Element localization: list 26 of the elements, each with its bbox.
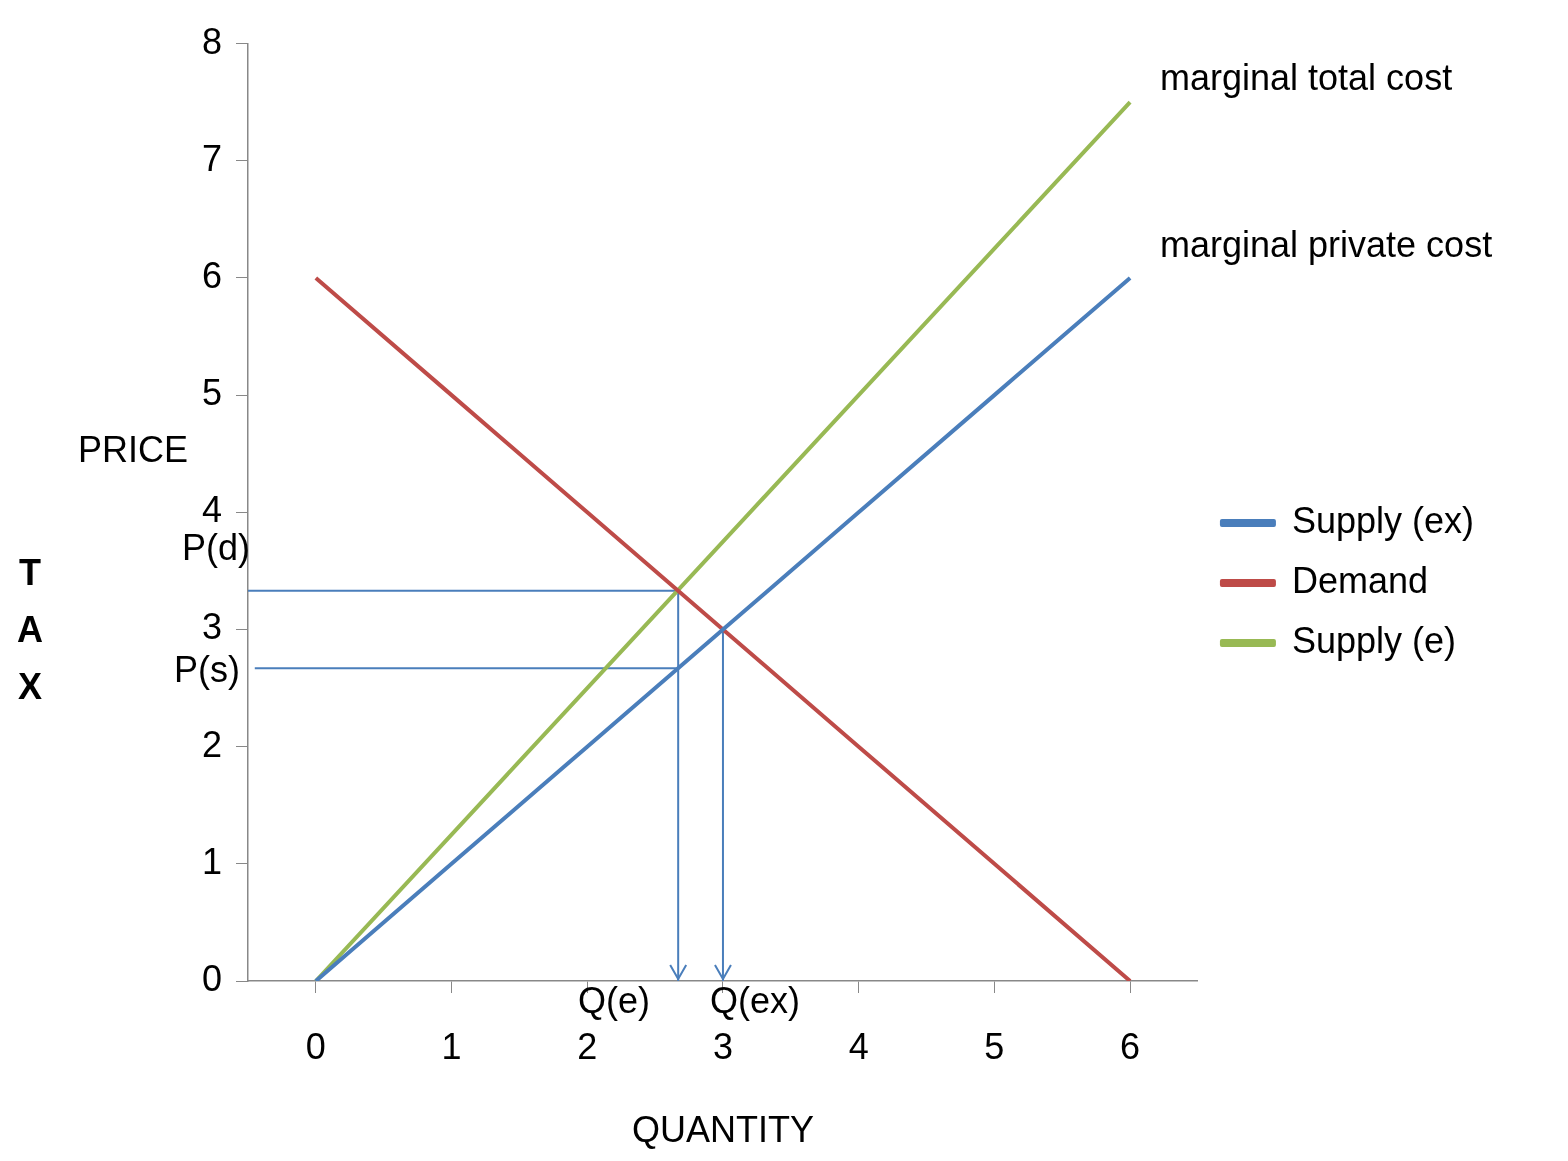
x-tick-label: 4 [848, 1025, 869, 1067]
y-tick-label: 6 [201, 254, 222, 296]
y-tick-label: 0 [201, 957, 222, 999]
y-tick-label: 3 [201, 606, 222, 648]
y-tick-label: 8 [201, 20, 222, 62]
annotation: marginal total cost [1160, 56, 1453, 98]
x-tick-label: 1 [441, 1025, 462, 1067]
y-tick-label: 1 [201, 840, 222, 882]
text: P(s) [174, 648, 240, 690]
x-tick-label: 0 [305, 1025, 326, 1067]
x-tick-label: 3 [712, 1025, 733, 1067]
y-tick-label: 2 [201, 723, 222, 765]
x-tick-label: 6 [1120, 1025, 1141, 1067]
x-axis-title: QUANTITY [631, 1109, 814, 1151]
y-tick-label: 5 [201, 372, 222, 414]
legend-label: Demand [1291, 559, 1428, 601]
annotation: marginal private cost [1160, 223, 1493, 265]
y-axis-title: PRICE [77, 429, 189, 471]
annotation: Q(e) [578, 979, 650, 1021]
x-tick-label: 2 [577, 1025, 598, 1067]
annotation: Q(ex) [710, 979, 800, 1021]
legend-label: Supply (e) [1291, 619, 1456, 661]
legend-label: Supply (ex) [1291, 499, 1474, 541]
text: TAX [17, 552, 43, 708]
x-tick-label: 5 [984, 1025, 1005, 1067]
y-tick-label: 7 [201, 137, 222, 179]
